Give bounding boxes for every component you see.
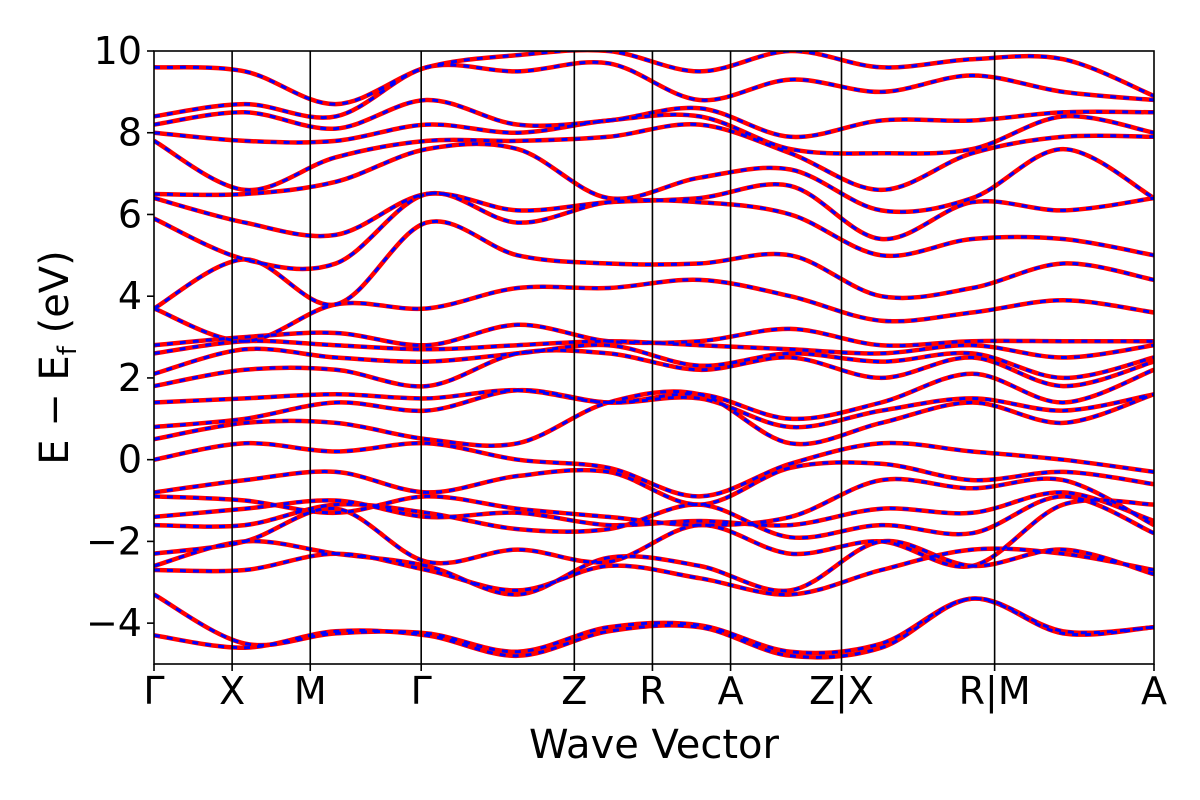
band-line-red-25: [154, 59, 1154, 120]
band-line-blue-2: [154, 547, 1154, 597]
band-line-red-24: [154, 97, 1154, 140]
xtick-label-4: Z: [561, 669, 587, 713]
band-line-blue-25: [154, 60, 1154, 120]
ytick-label-4: 4: [118, 274, 142, 318]
band-line-red-2: [154, 546, 1154, 597]
ytick-label-3: 2: [118, 356, 142, 400]
ytick-label-7: 10: [94, 29, 142, 73]
ytick-label-1: −2: [86, 519, 142, 563]
band-line-blue-7: [154, 477, 1154, 527]
xtick-label-0: Γ: [143, 669, 164, 713]
ytick-label-6: 8: [118, 111, 142, 155]
y-axis-label-sub: f: [53, 345, 83, 355]
band-line-blue-21: [154, 142, 1154, 214]
band-line-blue-0: [154, 597, 1154, 659]
xtick-label-9: A: [1141, 669, 1167, 713]
high-symmetry-lines: [231, 51, 996, 664]
xtick-label-5: R: [639, 669, 665, 713]
band-line-blue-18: [154, 219, 1154, 310]
ytick-label-5: 6: [118, 192, 142, 236]
y-axis-label-main: E − E: [32, 355, 78, 465]
xtick-label-7: Z|X: [809, 669, 874, 714]
y-axis-label-unit: (eV): [32, 250, 78, 346]
band-line-blue-22: [154, 122, 1154, 192]
ytick-label-2: 0: [118, 438, 142, 482]
band-line-blue-11: [154, 388, 1154, 429]
band-line-blue-14: [154, 343, 1154, 380]
band-lines: [154, 51, 1154, 660]
band-line-blue-24: [154, 98, 1154, 139]
band-line-blue-16: [154, 323, 1154, 348]
band-line-blue-23: [154, 113, 1154, 156]
xtick-label-1: X: [219, 669, 245, 713]
y-axis-ticks: −4 −2 0 2 4 6 8 10: [86, 29, 154, 645]
xtick-label-6: A: [718, 669, 744, 713]
x-axis-label: Wave Vector: [529, 722, 780, 768]
x-axis-ticks: Γ X M Γ Z R A Z|X R|M A: [143, 664, 1167, 714]
y-axis-label: E − Ef (eV): [32, 250, 83, 465]
band-line-blue-20: [154, 182, 1154, 241]
ytick-label-0: −4: [86, 601, 142, 645]
band-line-blue-8: [154, 460, 1154, 507]
band-line-blue-15: [154, 339, 1154, 360]
band-line-blue-5: [154, 494, 1154, 540]
band-line-blue-12: [154, 368, 1154, 421]
band-line-blue-26: [154, 51, 1154, 106]
band-line-blue-19: [154, 191, 1154, 271]
band-line-blue-17: [154, 278, 1154, 343]
band-line-blue-9: [154, 441, 1154, 498]
band-line-blue-13: [154, 348, 1154, 388]
band-line-red-10: [154, 389, 1154, 448]
band-line-red-23: [154, 112, 1154, 156]
xtick-label-3: Γ: [411, 669, 432, 713]
band-line-blue-1: [154, 593, 1154, 655]
band-line-blue-6: [154, 490, 1154, 527]
band-line-blue-3: [154, 539, 1154, 597]
band-line-blue-4: [154, 498, 1154, 569]
plot-frame: [153, 50, 1155, 665]
xtick-label-2: M: [294, 669, 327, 713]
xtick-label-8: R|M: [959, 669, 1031, 714]
